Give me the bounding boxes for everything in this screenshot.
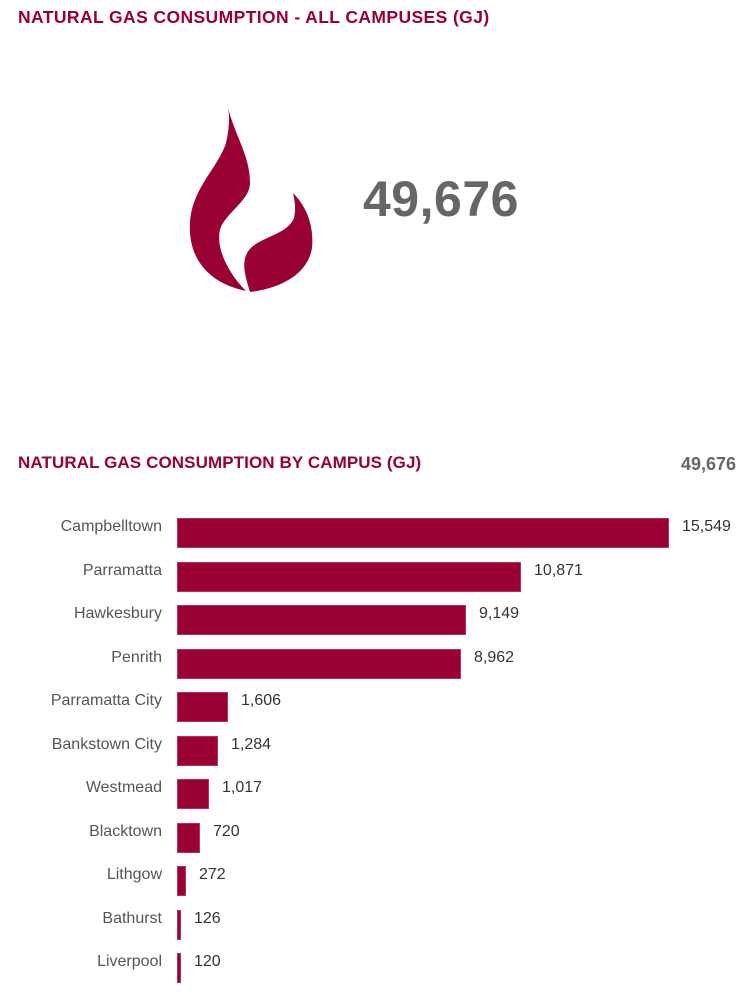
bar-label: Liverpool bbox=[97, 953, 162, 970]
flame-icon bbox=[189, 108, 313, 292]
bar-row[interactable]: Campbelltown 15,549 bbox=[0, 512, 750, 556]
bar-label: Blacktown bbox=[89, 822, 162, 840]
bar-value-label: 8,962 bbox=[474, 648, 515, 666]
bar[interactable] bbox=[177, 866, 186, 896]
bar-value-label: 120 bbox=[194, 953, 221, 970]
bar-label: Hawkesbury bbox=[73, 605, 162, 622]
bar-row[interactable]: Parramatta 10,871 bbox=[0, 556, 750, 600]
bar[interactable] bbox=[177, 953, 181, 983]
bar-label: Westmead bbox=[85, 779, 162, 796]
bar-label: Lithgow bbox=[106, 866, 162, 883]
bar-row[interactable]: Penrith 8,962 bbox=[0, 643, 750, 687]
bar-value-label: 9,149 bbox=[479, 605, 520, 622]
bar-value-label: 15,549 bbox=[682, 518, 731, 535]
bar[interactable] bbox=[177, 779, 209, 809]
chart-title: NATURAL GAS CONSUMPTION BY CAMPUS (GJ) bbox=[18, 453, 422, 472]
bar-row[interactable]: Hawkesbury 9,149 bbox=[0, 599, 750, 643]
bar-value-label: 10,871 bbox=[534, 561, 583, 579]
bar-row[interactable]: Bankstown City 1,284 bbox=[0, 730, 750, 774]
kpi-total-value: 49,676 bbox=[363, 171, 519, 227]
bar-label: Bankstown City bbox=[51, 735, 162, 753]
bar-value-label: 126 bbox=[194, 909, 221, 927]
bar-row[interactable]: Lithgow 272 bbox=[0, 860, 750, 904]
bar-label: Parramatta bbox=[82, 561, 162, 579]
bar-label: Parramatta City bbox=[50, 692, 162, 709]
bar[interactable] bbox=[177, 692, 228, 722]
bar[interactable] bbox=[177, 822, 200, 853]
bar-row[interactable]: Liverpool 120 bbox=[0, 947, 750, 991]
bar[interactable] bbox=[177, 909, 181, 940]
bar-value-label: 720 bbox=[213, 822, 240, 840]
bar-row[interactable]: Westmead 1,017 bbox=[0, 773, 750, 817]
page-title: NATURAL GAS CONSUMPTION - ALL CAMPUSES (… bbox=[18, 7, 490, 27]
bar[interactable] bbox=[177, 605, 466, 635]
bar-value-label: 272 bbox=[199, 866, 226, 883]
bar-chart: Campbelltown 15,549 Parramatta 10,871 Hawkes… bbox=[0, 512, 750, 991]
bar-row[interactable]: Parramatta City 1,606 bbox=[0, 686, 750, 730]
bar-label: Penrith bbox=[111, 648, 162, 666]
bar-value-label: 1,017 bbox=[222, 779, 263, 796]
chart-total: 49,676 bbox=[680, 454, 736, 474]
bar-value-label: 1,606 bbox=[241, 692, 282, 709]
bar[interactable] bbox=[177, 518, 669, 548]
bar-label: Campbelltown bbox=[60, 518, 162, 535]
bar-row[interactable]: Blacktown 720 bbox=[0, 817, 750, 861]
bar[interactable] bbox=[177, 648, 461, 679]
bar-value-label: 1,284 bbox=[231, 735, 272, 753]
bar[interactable] bbox=[177, 561, 521, 592]
bar-row[interactable]: Bathurst 126 bbox=[0, 904, 750, 948]
bar-label: Bathurst bbox=[102, 909, 162, 927]
bar[interactable] bbox=[177, 735, 218, 766]
